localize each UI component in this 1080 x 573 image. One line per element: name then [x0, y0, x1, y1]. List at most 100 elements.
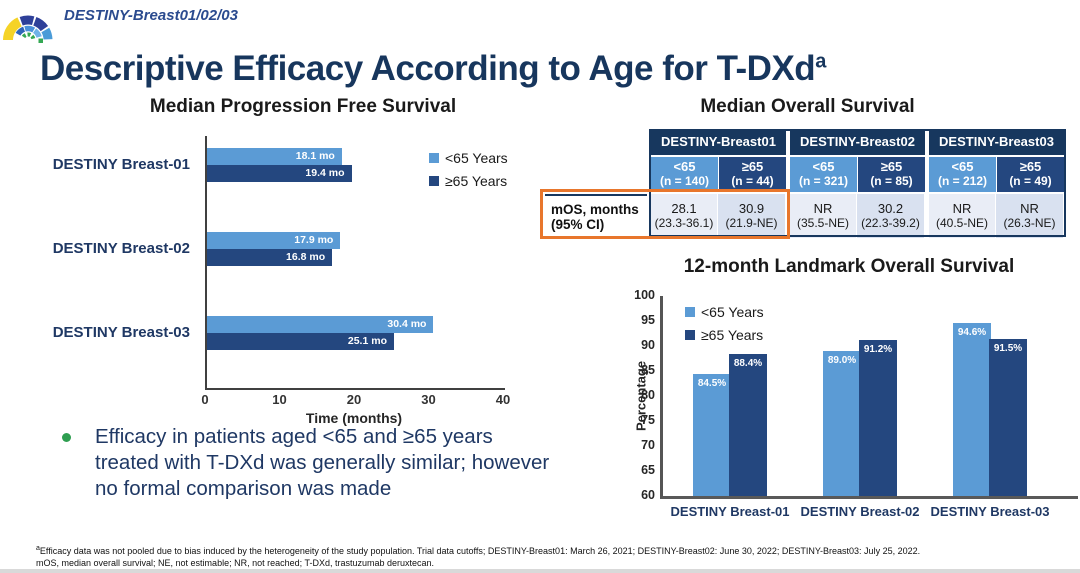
landmark-bar-value: 94.6%: [957, 327, 987, 338]
pfs-bar-value: 19.4 mo: [305, 167, 345, 179]
os-data-pair: NR (35.5-NE) 30.2 (22.3-39.2): [790, 194, 925, 238]
os-table-title: Median Overall Survival: [700, 96, 915, 117]
pfs-x-axis-ticks: 0 10 20 30 40: [201, 392, 510, 408]
bottom-divider: [0, 569, 1080, 573]
landmark-bar-lt65: 94.6%: [953, 323, 991, 496]
os-ci: (35.5-NE): [796, 216, 849, 230]
os-header-row-age: <65 (n = 140) ≥65 (n = 44) <65 (n = 321) ≥65 (n…: [545, 157, 1070, 192]
pfs-category-label: DESTINY Breast-03: [52, 324, 190, 341]
page-title-superscript: a: [815, 50, 826, 73]
os-value: NR: [813, 201, 833, 216]
pfs-bar-ge65: 19.4 mo: [207, 165, 352, 182]
bullet-dot-icon: [62, 433, 71, 442]
os-row-label: mOS, months (95% CI): [545, 194, 647, 238]
landmark-x-category: DESTINY Breast-01: [670, 504, 790, 519]
pfs-category-label: DESTINY Breast-02: [52, 240, 190, 257]
os-n-label: (n = 44): [731, 174, 774, 188]
landmark-legend-label-lt65: <65 Years: [701, 304, 764, 320]
os-table-grid: DESTINY-Breast01 DESTINY-Breast02 DESTINY-…: [540, 129, 1070, 239]
os-value: 28.1: [671, 201, 697, 216]
pfs-bar-value: 25.1 mo: [347, 335, 387, 347]
os-value: 30.2: [877, 201, 904, 216]
summary-bullet: Efficacy in patients aged <65 and ≥65 ye…: [62, 424, 554, 501]
landmark-bar-ge65: 91.2%: [859, 340, 897, 496]
os-data-pair: NR (40.5-NE) NR (26.3-NE): [929, 194, 1064, 238]
summary-bullet-text: Efficacy in patients aged <65 and ≥65 ye…: [95, 425, 550, 500]
landmark-bar-ge65: 88.4%: [729, 354, 767, 496]
footnote-superscript: a: [36, 545, 40, 552]
os-row-label-line2: (95% CI): [551, 217, 605, 232]
page-title-text: Descriptive Efficacy According to Age fo…: [40, 49, 816, 89]
os-value: 30.9: [738, 201, 765, 216]
os-value-cell: NR (35.5-NE): [790, 194, 857, 238]
os-ci: (26.3-NE): [1003, 216, 1056, 230]
pfs-bar-value: 16.8 mo: [286, 251, 326, 263]
lt65-swatch-icon: [429, 153, 439, 163]
os-ci: (40.5-NE): [935, 216, 988, 230]
pfs-legend-label-lt65: <65 Years: [445, 150, 508, 166]
os-ci: (21.9-NE): [725, 216, 778, 230]
page-title: Descriptive Efficacy According to Age fo…: [40, 49, 826, 89]
pfs-x-tick: 30: [421, 392, 436, 407]
os-n-label: (n = 49): [1009, 174, 1052, 188]
ge65-swatch-icon: [429, 176, 439, 186]
pfs-x-tick: 10: [272, 392, 287, 407]
footnote-line1-text: Efficacy data was not pooled due to bias…: [39, 546, 921, 556]
os-age-header: <65 (n = 321): [790, 157, 858, 192]
landmark-y-tick: 65: [641, 463, 655, 477]
landmark-bar-value: 91.5%: [993, 342, 1023, 354]
ge65-swatch-icon: [685, 330, 695, 340]
os-age-header-pair: <65 (n = 140) ≥65 (n = 44): [651, 157, 786, 192]
landmark-y-tick: 80: [641, 388, 655, 402]
os-value: NR: [952, 201, 972, 216]
os-value-cell: NR (26.3-NE): [996, 194, 1063, 238]
os-age-header: ≥65 (n = 49): [997, 157, 1064, 192]
os-age-header: ≥65 (n = 85): [858, 157, 925, 192]
os-trial-header: DESTINY-Breast03: [929, 129, 1064, 155]
os-value-cell: 30.2 (22.3-39.2): [857, 194, 924, 238]
pfs-bar-lt65: 30.4 mo: [207, 316, 434, 333]
os-age-label: <65: [812, 159, 835, 174]
landmark-y-tick: 100: [634, 288, 655, 302]
os-label-spacer: [545, 157, 647, 192]
footnote-line1: aEfficacy data was not pooled due to bia…: [36, 543, 1076, 558]
os-trial-header: DESTINY-Breast01: [651, 129, 786, 155]
landmark-bar-value: 88.4%: [733, 358, 763, 369]
os-age-label: ≥65: [880, 159, 903, 174]
os-n-label: (n = 140): [659, 174, 710, 188]
os-n-label: (n = 212): [937, 174, 988, 188]
os-age-header: <65 (n = 140): [651, 157, 719, 192]
landmark-y-tick: 70: [641, 438, 655, 452]
pfs-category-label: DESTINY Breast-01: [52, 156, 190, 173]
program-tag: DESTINY-Breast01/02/03: [64, 7, 238, 24]
pfs-bar-value: 17.9 mo: [294, 234, 334, 246]
landmark-bar-value: 84.5%: [697, 377, 727, 389]
os-data-row: mOS, months (95% CI) 28.1 (23.3-36.1) 30.9 (2…: [545, 194, 1070, 238]
pfs-x-tick: 20: [346, 392, 362, 407]
os-value-cell: 28.1 (23.3-36.1): [651, 194, 718, 238]
pfs-legend-item-lt65: <65 Years: [429, 150, 508, 166]
landmark-x-category: DESTINY Breast-02: [800, 504, 920, 519]
pfs-bar-ge65: 16.8 mo: [207, 249, 333, 266]
pfs-plot-area: <65 Years ≥65 Years 18.1 mo 19.4 mo 17.9 m…: [205, 136, 508, 390]
pfs-x-tick: 40: [495, 392, 511, 407]
landmark-y-tick: 60: [641, 488, 655, 502]
landmark-bar-value: 89.0%: [827, 355, 857, 366]
landmark-plot-area: Percentage <65 Years ≥65 Years 100 95 90 85…: [634, 288, 1078, 519]
os-value: NR: [1020, 201, 1039, 216]
pfs-legend-item-ge65: ≥65 Years: [429, 173, 508, 189]
os-ci: (22.3-39.2): [861, 216, 920, 230]
os-age-header: <65 (n = 212): [929, 157, 997, 192]
landmark-legend-label-ge65: ≥65 Years: [701, 327, 764, 343]
pfs-bar-value: 30.4 mo: [387, 318, 427, 330]
os-table: Median Overall Survival DESTINY-Breast01…: [540, 96, 1070, 246]
pfs-legend-label-ge65: ≥65 Years: [445, 173, 508, 189]
pfs-bar-lt65: 17.9 mo: [207, 232, 341, 249]
pfs-chart-title: Median Progression Free Survival: [149, 96, 457, 117]
os-age-label: <65: [951, 159, 974, 174]
landmark-bar-lt65: 84.5%: [693, 373, 731, 496]
os-age-header-pair: <65 (n = 321) ≥65 (n = 85): [790, 157, 925, 192]
footnote: aEfficacy data was not pooled due to bia…: [36, 543, 1076, 569]
landmark-x-category: DESTINY Breast-03: [930, 504, 1050, 519]
